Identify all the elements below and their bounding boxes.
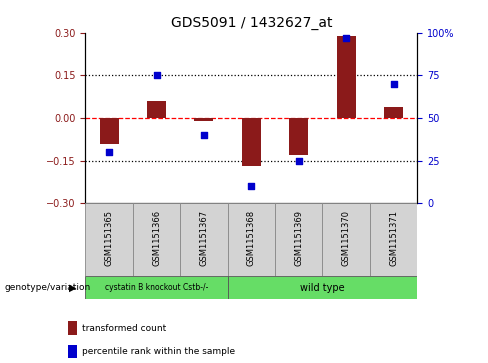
Bar [289,118,308,155]
Bar [337,36,356,118]
Text: genotype/variation: genotype/variation [5,283,91,292]
Point [295,158,303,163]
Bar [85,203,133,276]
Bar [133,203,180,276]
Text: GSM1151366: GSM1151366 [152,210,161,266]
Point [389,81,397,87]
Bar [275,203,323,276]
Bar [370,203,417,276]
Text: GSM1151370: GSM1151370 [342,210,351,266]
Text: GSM1151367: GSM1151367 [200,210,208,266]
Text: GSM1151368: GSM1151368 [247,210,256,266]
Text: GSM1151369: GSM1151369 [294,210,303,266]
Text: wild type: wild type [300,283,345,293]
Point [342,35,350,41]
Point [247,183,255,189]
Bar [384,107,403,118]
Text: percentile rank within the sample: percentile rank within the sample [82,347,236,356]
Text: GSM1151371: GSM1151371 [389,210,398,266]
Bar [68,345,77,358]
Bar [100,118,119,144]
Bar [323,203,370,276]
Point [200,132,208,138]
Bar [147,101,166,118]
Bar [242,118,261,166]
Text: transformed count: transformed count [82,323,166,333]
Bar [180,203,227,276]
Bar [85,276,227,299]
Text: GSM1151365: GSM1151365 [104,210,114,266]
Bar [68,322,77,335]
Text: cystatin B knockout Cstb-/-: cystatin B knockout Cstb-/- [105,283,208,292]
Bar [194,118,213,121]
Text: ▶: ▶ [69,283,77,293]
Point [105,149,113,155]
Point [153,72,161,78]
Title: GDS5091 / 1432627_at: GDS5091 / 1432627_at [171,16,332,30]
Bar [227,276,417,299]
Bar [227,203,275,276]
